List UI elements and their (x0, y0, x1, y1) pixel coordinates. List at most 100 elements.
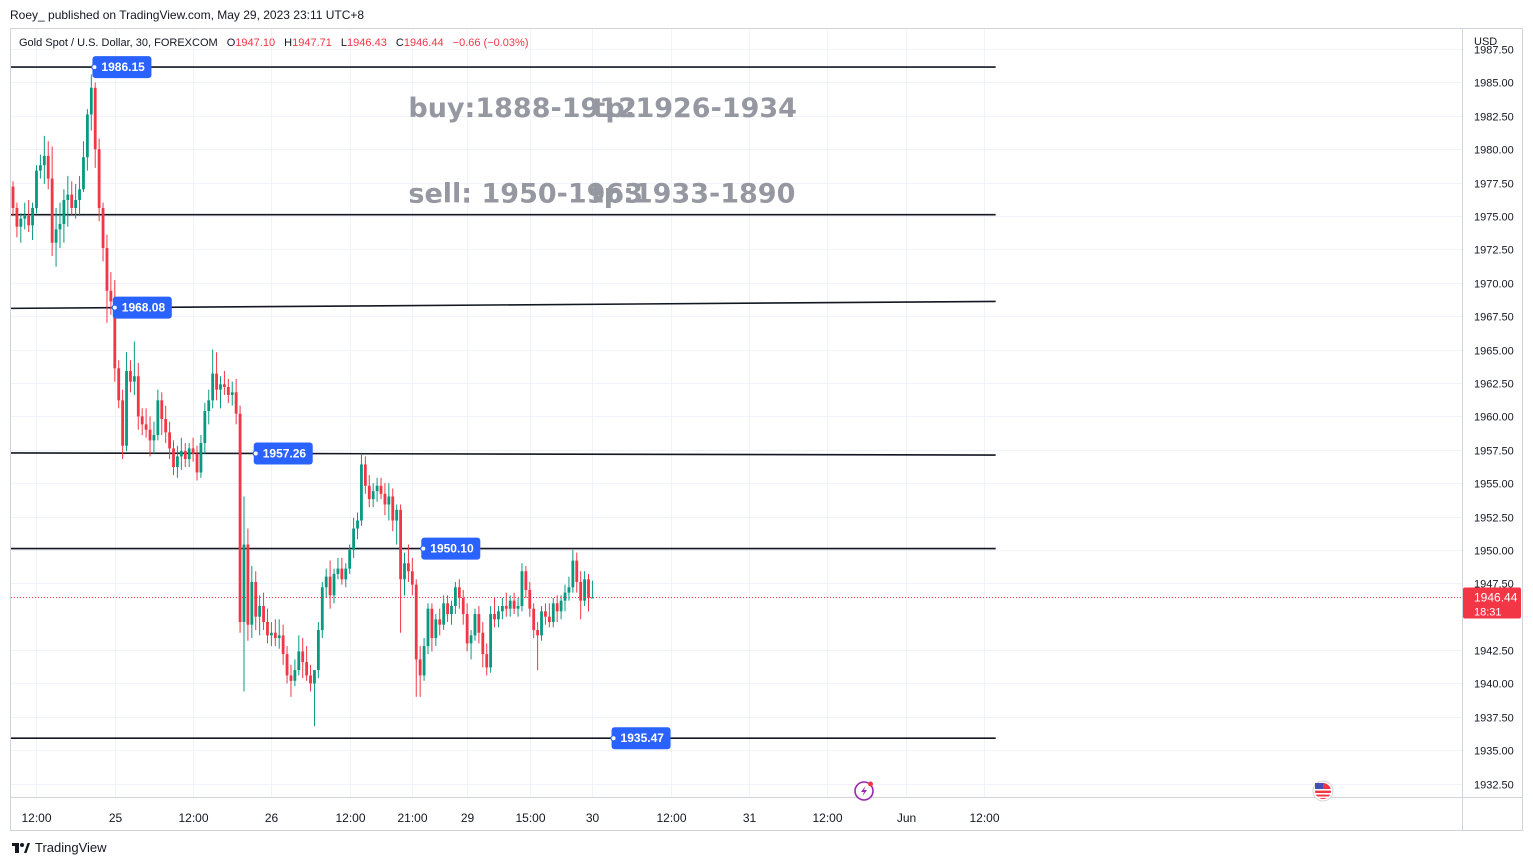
candle-body (156, 400, 160, 436)
candle-body (172, 448, 175, 468)
candle (101, 202, 105, 262)
candle-body (446, 603, 449, 615)
candle (66, 175, 70, 227)
candle-body (489, 614, 493, 668)
candle-body (129, 370, 132, 382)
low-label: L (341, 37, 347, 49)
candle-body (418, 659, 422, 676)
candle (226, 378, 230, 403)
level-price-label: 1957.26 (252, 442, 313, 465)
candle (109, 272, 113, 315)
level-label-badge (253, 442, 313, 465)
candle (547, 603, 551, 628)
candle (277, 619, 281, 649)
candle-body (532, 608, 536, 631)
candle (340, 557, 344, 585)
candle (442, 595, 446, 631)
candle (219, 376, 222, 409)
candle (39, 154, 42, 179)
time-tick-label: 30 (586, 811, 600, 825)
candle-body (15, 207, 19, 227)
candle (583, 571, 586, 607)
price-tick-label: 1962.50 (1474, 379, 1514, 391)
candle-body (168, 432, 171, 449)
candle-body (70, 194, 74, 208)
open-value: 1947.10 (235, 37, 275, 49)
candle-body (117, 368, 121, 401)
candle-body (387, 496, 391, 505)
candles (11, 74, 594, 727)
candle-body (340, 568, 344, 580)
candle-body (293, 670, 297, 681)
candle (575, 552, 579, 593)
candle-body (223, 384, 226, 387)
candle-body (371, 491, 375, 500)
chart-frame[interactable]: buy:1888-1912 tp:1926-1934 sell: 1950-1963… (10, 28, 1523, 831)
candle-body (324, 576, 328, 588)
candle-body (289, 675, 293, 681)
candle (332, 568, 336, 604)
price-tick-label: 1955.00 (1474, 479, 1514, 491)
candle (254, 571, 258, 631)
level-label-badge (92, 56, 152, 79)
us-flag-event-icon[interactable] (1312, 780, 1334, 802)
price-axis[interactable]: 1987.50 1985.00 1982.50 1980.00 1977.50 1975.… (1474, 45, 1514, 792)
candle-body (42, 155, 46, 166)
candle (367, 475, 371, 508)
symbol-name: Gold Spot / U.S. Dollar, 30, FOREXCOM (19, 37, 218, 49)
time-axis[interactable]: 12:00 25 12:00 26 12:00 21:00 29 15:00 30 12:00 31… (21, 811, 999, 825)
lightning-event-icon[interactable] (854, 781, 874, 801)
candle-body (328, 576, 332, 596)
candle-body (93, 87, 97, 150)
candle-body (258, 606, 262, 617)
level-label-badge (611, 727, 671, 750)
candle (414, 579, 418, 697)
candle-body (152, 435, 156, 441)
candle (504, 592, 508, 617)
candle-body (399, 509, 402, 580)
currency-label: USD (1474, 36, 1497, 48)
time-tick-label: 26 (265, 811, 279, 825)
candle-body (461, 597, 465, 615)
time-tick-label: 21:00 (397, 811, 427, 825)
candle (375, 477, 379, 502)
tradingview-logo[interactable]: TradingView (12, 840, 107, 855)
candle (140, 408, 144, 436)
candle-body (187, 448, 191, 460)
price-tick-label: 1985.00 (1474, 78, 1514, 90)
candle-body (504, 606, 508, 609)
candle (422, 638, 426, 681)
candle-body (555, 603, 559, 612)
time-tick-label: 12:00 (21, 811, 51, 825)
candle-body (559, 600, 563, 612)
time-tick-label: 29 (461, 811, 475, 825)
candle-body (136, 376, 140, 417)
time-tick-label: 31 (743, 811, 757, 825)
candle (50, 146, 54, 257)
candle-body (500, 606, 504, 612)
candle (82, 141, 85, 192)
candle-body (211, 373, 215, 401)
candle-body (199, 443, 203, 473)
candle (62, 189, 66, 243)
candle (461, 589, 465, 625)
candle (19, 213, 23, 243)
candle (156, 389, 160, 441)
tradingview-logo-icon (12, 842, 30, 853)
candle-body (74, 199, 78, 208)
candle (371, 483, 375, 508)
candle (477, 606, 481, 644)
candle-body (50, 178, 54, 243)
candle-body (109, 290, 113, 302)
candle-body (414, 584, 418, 660)
candle-body (512, 600, 516, 609)
candle (563, 584, 567, 612)
last-price-value: 1946.44 (1474, 590, 1518, 604)
candle-body (528, 589, 532, 609)
candle (301, 638, 305, 679)
candle (418, 646, 422, 697)
candle-body (273, 632, 277, 639)
candle (297, 635, 301, 676)
candle (97, 138, 101, 222)
